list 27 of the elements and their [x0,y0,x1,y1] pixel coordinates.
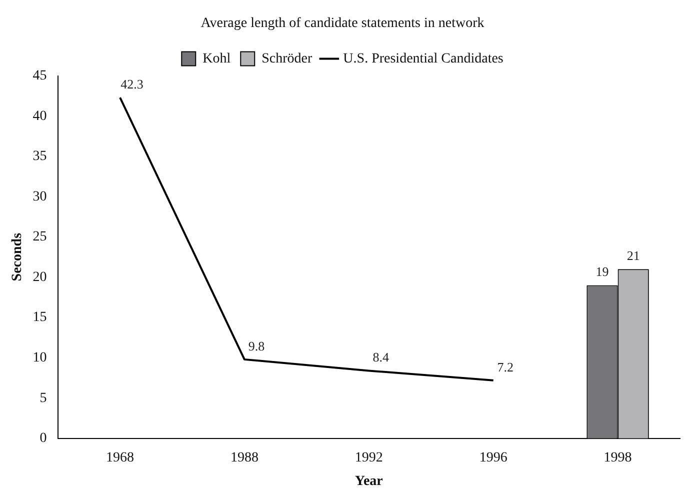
y-tick-label: 40 [32,108,47,124]
x-tick-label: 1998 [604,450,632,466]
y-tick-label: 15 [32,310,47,326]
y-tick-label: 35 [32,149,47,164]
y-tick-label: 5 [40,390,47,406]
data-label: 42.3 [120,76,144,92]
x-tick-label: 1996 [479,450,508,466]
legend-label: U.S. Presidential Candidates [343,51,504,66]
data-label: 21 [626,248,640,264]
legend-label: Kohl [202,51,231,66]
y-axis-title: Seconds [10,232,26,282]
y-tick-label: 45 [32,68,47,84]
data-label: 9.8 [248,338,265,354]
x-axis-title: Year [354,474,383,490]
legend-label: Schröder [262,51,313,66]
y-tick-label: 25 [32,230,47,245]
chart-title: Average length of candidate statements in network [200,16,484,32]
data-label: 7.2 [497,359,514,374]
y-tick-label: 0 [40,431,47,446]
data-label: 8.4 [372,350,390,365]
y-tick-label: 10 [32,350,47,366]
y-tick-label: 30 [32,189,47,204]
x-tick-label: 1988 [230,450,258,466]
y-tick-label: 20 [32,270,47,285]
x-tick-label: 1992 [354,450,383,466]
x-tick-label: 1968 [106,450,134,466]
data-label: 19 [596,264,609,280]
